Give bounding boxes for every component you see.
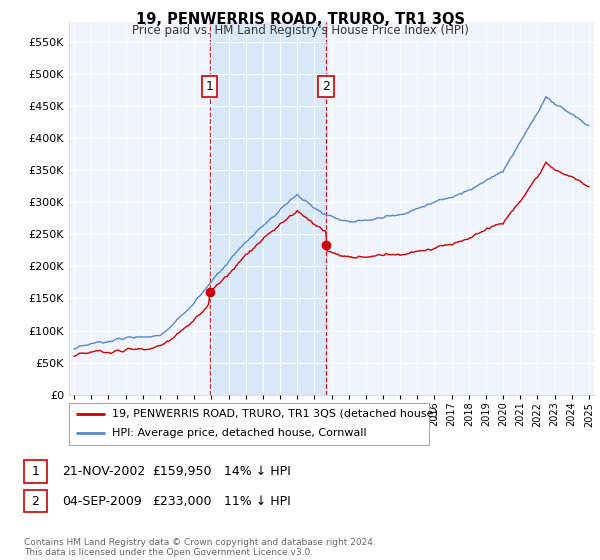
Text: HPI: Average price, detached house, Cornwall: HPI: Average price, detached house, Corn… (112, 428, 367, 438)
Text: 19, PENWERRIS ROAD, TRURO, TR1 3QS: 19, PENWERRIS ROAD, TRURO, TR1 3QS (136, 12, 464, 27)
Text: Contains HM Land Registry data © Crown copyright and database right 2024.
This d: Contains HM Land Registry data © Crown c… (24, 538, 376, 557)
Text: 21-NOV-2002: 21-NOV-2002 (62, 465, 145, 478)
Text: 2: 2 (322, 80, 330, 93)
Text: Price paid vs. HM Land Registry's House Price Index (HPI): Price paid vs. HM Land Registry's House … (131, 24, 469, 36)
Bar (209, 22, 326, 395)
Text: 04-SEP-2009: 04-SEP-2009 (62, 494, 142, 508)
Text: 11% ↓ HPI: 11% ↓ HPI (224, 494, 290, 508)
Text: 1: 1 (31, 465, 40, 478)
Text: £159,950: £159,950 (152, 465, 211, 478)
Text: 1: 1 (206, 80, 214, 93)
Text: 14% ↓ HPI: 14% ↓ HPI (224, 465, 290, 478)
Text: 2: 2 (31, 494, 40, 508)
Text: 19, PENWERRIS ROAD, TRURO, TR1 3QS (detached house): 19, PENWERRIS ROAD, TRURO, TR1 3QS (deta… (112, 409, 438, 419)
Text: £233,000: £233,000 (152, 494, 211, 508)
